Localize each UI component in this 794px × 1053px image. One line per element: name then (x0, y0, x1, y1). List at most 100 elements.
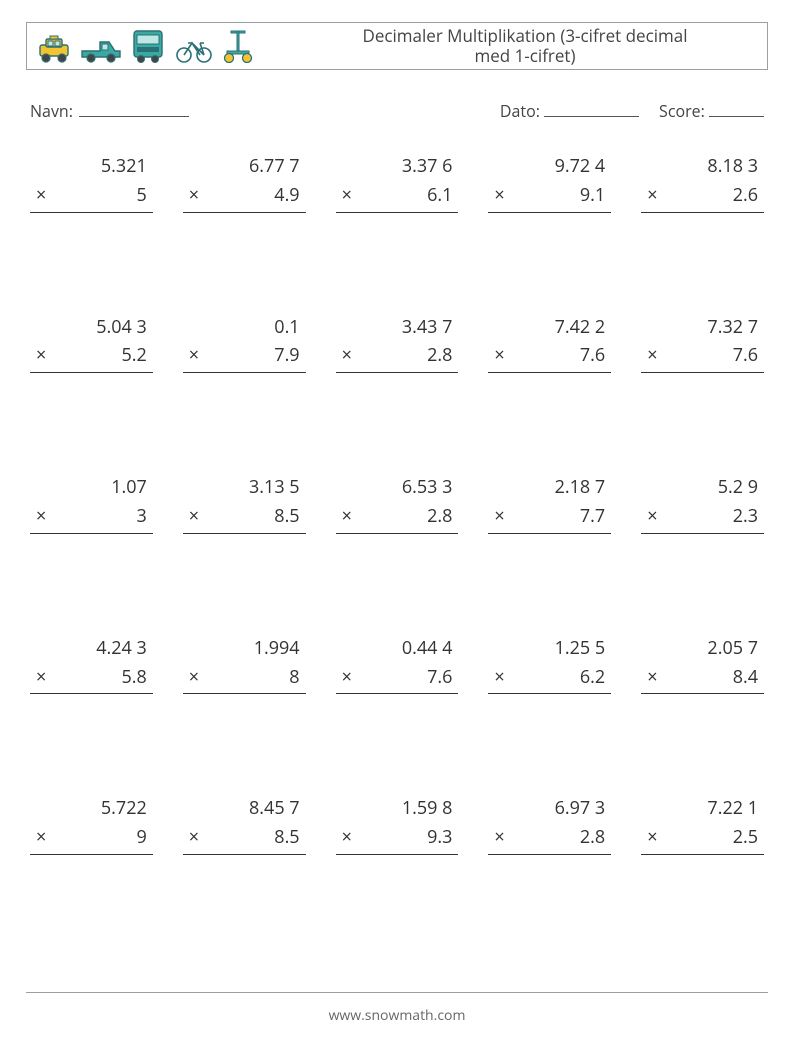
answer-rule (336, 693, 459, 694)
footer-rule (26, 992, 768, 993)
multiplicand: 6.53 3 (336, 473, 459, 502)
answer-rule (488, 693, 611, 694)
problem-1-2: 3.43 7×2.8 (336, 313, 459, 374)
problem-2-3: 2.18 7×7.7 (488, 473, 611, 534)
answer-rule (30, 854, 153, 855)
multiplicand: 5.321 (30, 152, 153, 181)
vehicle-icons (37, 29, 253, 63)
multiplicand: 5.2 9 (641, 473, 764, 502)
multiplier-row: ×2.8 (336, 502, 459, 531)
answer-rule (641, 854, 764, 855)
answer-rule (336, 212, 459, 213)
multiplier-row: ×3 (30, 502, 153, 531)
multiplier-row: ×8.5 (183, 823, 306, 852)
score-label: Score: (659, 100, 705, 122)
problem-3-0: 4.24 3×5.8 (30, 634, 153, 695)
multiplicand: 1.994 (183, 634, 306, 663)
times-operator: × (647, 181, 661, 210)
problem-3-3: 1.25 5×6.2 (488, 634, 611, 695)
problem-3-4: 2.05 7×8.4 (641, 634, 764, 695)
answer-rule (488, 854, 611, 855)
multiplier-row: ×9.1 (488, 181, 611, 210)
title-line-2: med 1-cifret) (474, 44, 575, 67)
multiplier-row: ×7.6 (488, 341, 611, 370)
times-operator: × (494, 181, 508, 210)
multiplicand: 2.05 7 (641, 634, 764, 663)
multiplicand: 3.37 6 (336, 152, 459, 181)
times-operator: × (36, 663, 50, 692)
multiplicand: 0.44 4 (336, 634, 459, 663)
multiplicand: 0.1 (183, 313, 306, 342)
problem-3-2: 0.44 4×7.6 (336, 634, 459, 695)
multiplicand: 6.97 3 (488, 794, 611, 823)
answer-rule (30, 533, 153, 534)
multiplicand: 6.77 7 (183, 152, 306, 181)
multiplier-row: ×2.8 (336, 341, 459, 370)
answer-rule (488, 533, 611, 534)
date-field: Dato: (500, 100, 639, 122)
times-operator: × (36, 181, 50, 210)
score-field: Score: (659, 100, 764, 122)
header-box: Decimaler Multiplikation (3-cifret decim… (26, 22, 768, 70)
problem-2-2: 6.53 3×2.8 (336, 473, 459, 534)
times-operator: × (342, 663, 356, 692)
problem-0-3: 9.72 4×9.1 (488, 152, 611, 213)
times-operator: × (494, 663, 508, 692)
times-operator: × (189, 181, 203, 210)
problem-4-3: 6.97 3×2.8 (488, 794, 611, 855)
score-blank[interactable] (709, 102, 764, 117)
taxi-icon (37, 35, 71, 63)
answer-rule (641, 212, 764, 213)
times-operator: × (342, 823, 356, 852)
name-blank[interactable] (79, 102, 189, 117)
times-operator: × (189, 341, 203, 370)
multiplier-row: ×5.8 (30, 663, 153, 692)
problems-grid: 5.321×56.77 7×4.93.37 6×6.19.72 4×9.18.1… (26, 152, 768, 855)
multiplier-row: ×4.9 (183, 181, 306, 210)
pickup-truck-icon (81, 37, 121, 63)
problem-1-0: 5.04 3×5.2 (30, 313, 153, 374)
worksheet-page: Decimaler Multiplikation (3-cifret decim… (0, 0, 794, 1053)
multiplier-row: ×2.8 (488, 823, 611, 852)
problem-2-0: 1.07×3 (30, 473, 153, 534)
problem-4-2: 1.59 8×9.3 (336, 794, 459, 855)
multiplier-row: ×7.6 (336, 663, 459, 692)
times-operator: × (647, 663, 661, 692)
times-operator: × (36, 341, 50, 370)
multiplier-row: ×5 (30, 181, 153, 210)
problem-1-4: 7.32 7×7.6 (641, 313, 764, 374)
problem-0-4: 8.18 3×2.6 (641, 152, 764, 213)
multiplicand: 7.42 2 (488, 313, 611, 342)
times-operator: × (494, 341, 508, 370)
times-operator: × (189, 663, 203, 692)
multiplicand: 8.45 7 (183, 794, 306, 823)
answer-rule (183, 693, 306, 694)
times-operator: × (36, 823, 50, 852)
multiplier-row: ×7.7 (488, 502, 611, 531)
times-operator: × (342, 502, 356, 531)
answer-rule (336, 533, 459, 534)
answer-rule (641, 693, 764, 694)
multiplicand: 3.43 7 (336, 313, 459, 342)
times-operator: × (342, 181, 356, 210)
times-operator: × (647, 341, 661, 370)
bicycle-icon (175, 37, 213, 63)
multiplier-row: ×8 (183, 663, 306, 692)
multiplicand: 2.18 7 (488, 473, 611, 502)
name-label: Navn: (30, 100, 73, 122)
multiplicand: 1.07 (30, 473, 153, 502)
answer-rule (183, 854, 306, 855)
meta-row: Navn: Dato: Score: (26, 100, 768, 122)
multiplier-row: ×2.6 (641, 181, 764, 210)
times-operator: × (189, 823, 203, 852)
answer-rule (488, 212, 611, 213)
multiplicand: 4.24 3 (30, 634, 153, 663)
problem-2-4: 5.2 9×2.3 (641, 473, 764, 534)
date-blank[interactable] (544, 102, 639, 117)
answer-rule (336, 854, 459, 855)
problem-0-1: 6.77 7×4.9 (183, 152, 306, 213)
multiplier-row: ×2.5 (641, 823, 764, 852)
multiplier-row: ×7.6 (641, 341, 764, 370)
multiplicand: 1.59 8 (336, 794, 459, 823)
times-operator: × (494, 502, 508, 531)
